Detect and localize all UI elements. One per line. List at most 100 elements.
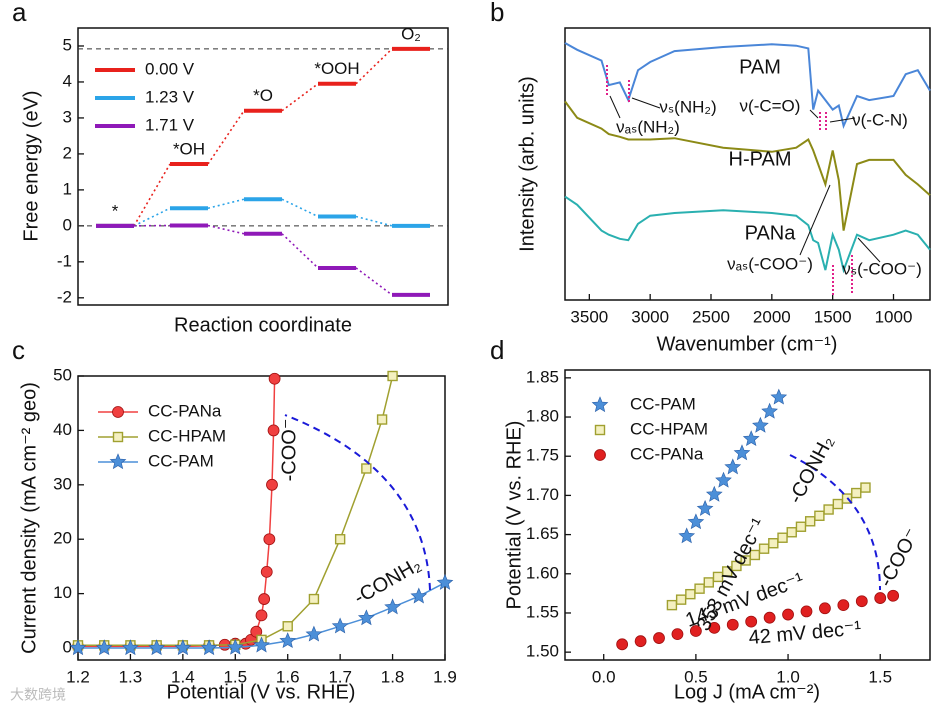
arrow xyxy=(799,184,831,256)
connector xyxy=(355,48,393,85)
marker xyxy=(200,639,218,656)
y-tick-label: 1.70 xyxy=(526,485,559,504)
marker xyxy=(263,533,276,546)
x-axis-label: Wavenumber (cm⁻¹) xyxy=(657,333,838,355)
annotation: -COO⁻ xyxy=(875,525,924,591)
x-tick-label: 1.5 xyxy=(223,667,247,686)
marker xyxy=(694,583,705,594)
plot-frame xyxy=(564,27,931,301)
x-tick-label: 1.7 xyxy=(328,667,352,686)
y-tick-label: 1.75 xyxy=(526,446,559,465)
arrow xyxy=(631,97,661,109)
y-tick-label: 1.55 xyxy=(526,602,559,621)
legend-label: CC-HPAM xyxy=(630,419,708,438)
legend-label: 1.23 V xyxy=(145,87,195,106)
y-tick-label: 20 xyxy=(53,529,72,548)
legend-label: CC-PAM xyxy=(148,451,214,470)
marker xyxy=(689,625,702,637)
marker xyxy=(616,638,629,651)
plot-frame xyxy=(77,27,449,306)
x-axis-label: Log J (mA cm⁻²) xyxy=(674,681,820,703)
legend-label: CC-HPAM xyxy=(148,426,226,445)
x-tick-label: 1000 xyxy=(875,307,913,326)
step-label: *OH xyxy=(173,139,205,158)
annotation: νₛ(NH₂) xyxy=(659,97,716,116)
marker xyxy=(678,527,696,544)
legend-label: CC-PANa xyxy=(148,401,222,420)
marker xyxy=(410,587,428,604)
legend-marker xyxy=(594,449,606,461)
marker xyxy=(770,388,788,405)
legend-marker xyxy=(591,396,609,413)
y-tick-label: 1 xyxy=(63,179,72,198)
marker xyxy=(742,430,760,447)
annotation: ν(-C=O) xyxy=(740,96,801,115)
y-axis-label: Intensity (arb. units) xyxy=(516,76,538,252)
plot-frame xyxy=(77,375,446,661)
y-axis-label: Potential (V vs. RHE) xyxy=(503,421,525,610)
marker xyxy=(745,615,758,628)
marker xyxy=(731,560,742,572)
panel-label: a xyxy=(12,0,27,27)
legend-label: CC-PAM xyxy=(630,394,696,413)
annotation: νₐₛ(-COO⁻) xyxy=(727,254,813,273)
marker xyxy=(174,639,192,656)
marker xyxy=(726,618,739,631)
marker xyxy=(250,625,263,638)
marker xyxy=(253,636,270,653)
marker xyxy=(860,482,871,493)
marker xyxy=(69,639,87,656)
y-tick-label: 5 xyxy=(63,35,72,54)
marker xyxy=(724,458,742,475)
marker xyxy=(226,638,244,655)
marker xyxy=(436,573,454,590)
marker xyxy=(823,504,834,515)
marker xyxy=(705,485,723,502)
y-tick-label: 30 xyxy=(53,474,72,493)
annotation: 143 mV dec⁻¹ xyxy=(683,569,807,632)
y-tick-label: 2 xyxy=(63,143,72,162)
marker xyxy=(851,487,862,499)
step-label: * xyxy=(112,201,119,220)
marker xyxy=(268,372,281,385)
connector xyxy=(281,83,319,112)
marker xyxy=(768,538,779,549)
legend-marker xyxy=(109,453,127,470)
marker xyxy=(384,598,401,615)
annotation: νₛ(-COO⁻) xyxy=(842,259,922,278)
marker xyxy=(357,609,375,626)
y-tick-label: 1.60 xyxy=(526,563,559,582)
connector xyxy=(355,267,393,296)
marker xyxy=(685,588,696,600)
x-tick-label: 1.6 xyxy=(276,667,300,686)
marker xyxy=(722,566,733,577)
marker xyxy=(305,625,323,642)
connector xyxy=(207,224,245,235)
x-axis-label: Potential (V vs. RHE) xyxy=(167,681,356,703)
y-tick-label: 0 xyxy=(63,215,72,234)
marker xyxy=(887,589,900,602)
marker xyxy=(122,639,139,656)
marker xyxy=(687,513,705,530)
legend-marker xyxy=(112,406,124,418)
x-tick-label: 3000 xyxy=(631,307,669,326)
watermark: 大数跨境 xyxy=(10,687,66,703)
marker xyxy=(653,632,665,644)
marker xyxy=(258,593,271,605)
marker xyxy=(804,516,816,527)
x-tick-label: 1.3 xyxy=(119,667,143,686)
panel-label: c xyxy=(12,335,25,365)
marker xyxy=(95,639,113,656)
series-label: H-PAM xyxy=(729,148,792,170)
step-label: *O xyxy=(253,86,273,105)
y-tick-label: 0 xyxy=(63,638,72,657)
marker xyxy=(255,609,268,622)
x-tick-label: 2500 xyxy=(692,307,730,326)
x-tick-label: 1500 xyxy=(814,307,852,326)
x-tick-label: 1.5 xyxy=(868,667,892,686)
connector xyxy=(207,198,245,210)
arrow xyxy=(857,237,881,263)
marker xyxy=(786,527,797,538)
y-tick-label: -1 xyxy=(57,251,72,270)
